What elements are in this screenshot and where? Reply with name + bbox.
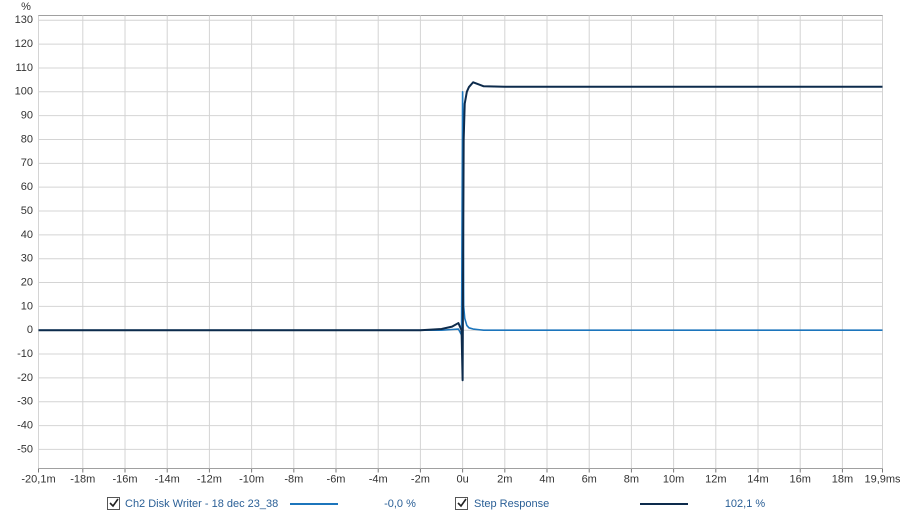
series-line [38,90,883,336]
x-tick-label: -6m [327,473,346,485]
legend-readout: 102,1 % [725,498,766,510]
plot-area [38,15,883,469]
check-mark [457,498,467,508]
y-tick-label: -40 [17,419,33,431]
x-tick-label: 19,9ms [864,473,900,485]
y-tick-label: 30 [21,253,33,265]
x-tick-label: -2m [411,473,430,485]
x-tick-label: 10m [663,473,684,485]
y-tick-label: -10 [17,348,33,360]
y-tick-label: -30 [17,396,33,408]
y-tick-label: 120 [15,38,33,50]
y-tick-label: 20 [21,276,33,288]
legend-label: Step Response [474,498,549,510]
x-tick-label: 14m [747,473,768,485]
series-line [38,81,883,382]
y-tick-label: 40 [21,229,33,241]
y-tick-label: 70 [21,157,33,169]
x-tick-label: -8m [284,473,303,485]
y-tick-label: 60 [21,181,33,193]
y-axis-label: % [21,1,31,13]
x-tick-label: -4m [369,473,388,485]
x-tick-label: -20,1m [21,473,55,485]
x-tick-label: 6m [582,473,597,485]
y-tick-label: 50 [21,205,33,217]
x-tick-label: -18m [70,473,95,485]
check-mark [109,498,119,508]
y-tick-label: 110 [15,62,33,74]
x-tick-label: 4m [539,473,554,485]
x-tick-label: 18m [832,473,853,485]
x-tick-label: 12m [705,473,726,485]
x-tick-label: -14m [155,473,180,485]
y-tick-label: 130 [15,14,33,26]
x-tick-label: -12m [197,473,222,485]
legend [107,497,468,510]
y-tick-label: -20 [17,372,33,384]
y-tick-label: 100 [15,86,33,98]
y-tick-label: 80 [21,133,33,145]
y-tick-label: 90 [21,110,33,122]
y-tick-label: 10 [21,300,33,312]
x-tick-label: -10m [239,473,264,485]
x-tick-label: 2m [497,473,512,485]
x-tick-label: 8m [624,473,639,485]
x-tick-label: 0u [456,473,468,485]
y-tick-label: 0 [27,324,33,336]
y-tick-label: -50 [17,443,33,455]
x-tick-label: 16m [790,473,811,485]
legend-readout: -0,0 % [384,498,416,510]
x-tick-label: -16m [112,473,137,485]
legend-label: Ch2 Disk Writer - 18 dec 23_38 [125,498,278,510]
